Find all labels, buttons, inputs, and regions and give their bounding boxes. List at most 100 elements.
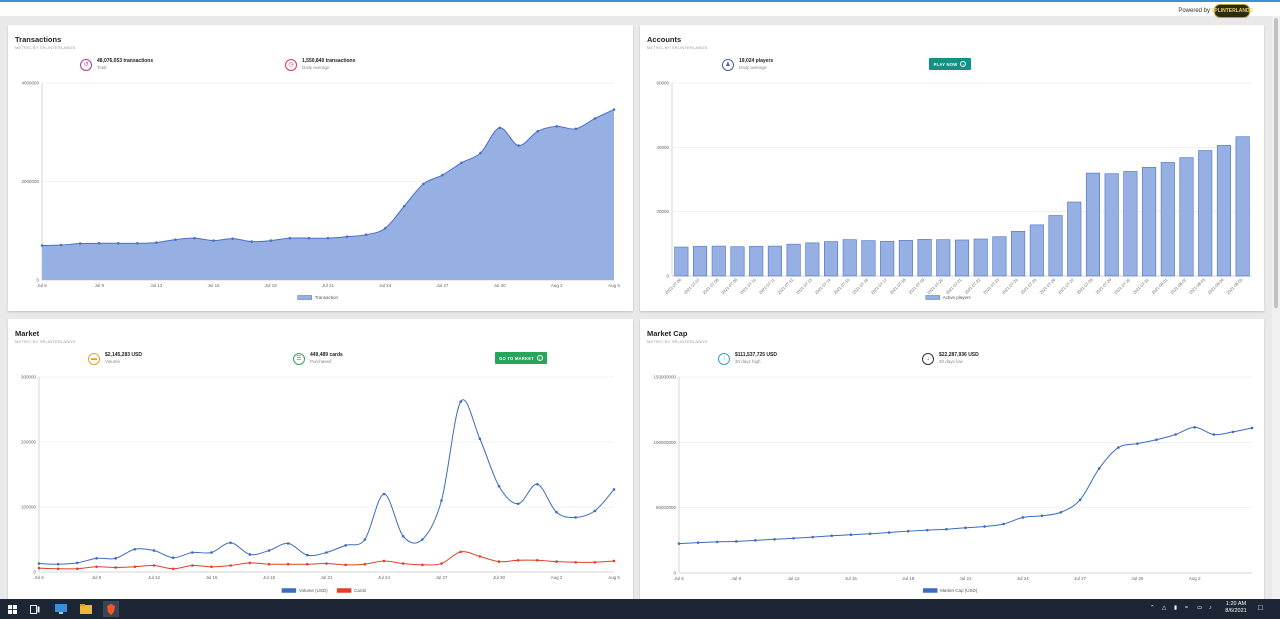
legend-label: Cards	[354, 588, 367, 593]
play-now-button[interactable]: PLAY NOW ›	[929, 58, 971, 70]
marketcap-high-stat: ↑ $111,537,725 USD 30 days high	[718, 352, 777, 365]
data-point	[97, 242, 101, 245]
accounts-card: Accounts METRIC BY SPLINTERLANDS ♟ 19,02…	[640, 25, 1264, 311]
data-point	[402, 204, 406, 208]
legend-label: Transaction	[315, 295, 339, 300]
daily-players-stat: ♟ 19,024 players Daily average	[722, 58, 773, 71]
y-tick-label: 50000000	[656, 505, 677, 510]
x-tick-label: Aug 2	[551, 283, 563, 288]
bar	[767, 245, 782, 277]
notifications-icon[interactable]: □	[1258, 603, 1263, 612]
bar	[917, 239, 932, 277]
x-tick-label: 2021-08-03	[1188, 277, 1207, 296]
x-tick-label: 2021-08-02	[1169, 277, 1188, 296]
stat-value: 19,024 players	[739, 58, 774, 64]
data-point	[1021, 516, 1025, 519]
desktop-app-icon[interactable]	[55, 603, 67, 615]
legend-label: Active players	[943, 295, 972, 300]
data-point	[95, 557, 98, 560]
bar	[730, 246, 745, 277]
bar	[786, 243, 801, 277]
bar	[1198, 150, 1213, 277]
data-point	[210, 565, 213, 569]
transactions-chart[interactable]: 0 2000000 4000000 Jul 6 Jul 9 Jul 12 Jul 15 Jul…	[8, 25, 633, 311]
marketcap-title: Market Cap	[647, 329, 688, 338]
data-point	[155, 241, 158, 244]
task-view-icon[interactable]	[29, 603, 41, 615]
bar	[880, 240, 895, 277]
data-point	[536, 559, 539, 562]
x-tick-label: Jul 9	[94, 283, 104, 288]
data-point	[574, 127, 578, 131]
x-tick-label: Jul 15	[845, 576, 858, 581]
marketcap-chart[interactable]: 0 50000000 100000000 150000000 Jul 6 Jul 9 Jul…	[640, 319, 1264, 599]
x-tick-label: Jul 30	[494, 283, 507, 288]
monitor-icon[interactable]: ▭	[1197, 605, 1203, 611]
market-chart[interactable]: 0 100000 200000 300000 Jul 6 Jul 9 Jul 12 Jul 1…	[8, 319, 633, 599]
clock[interactable]: 1:20 AM 8/6/2021	[1222, 601, 1250, 615]
transactions-title: Transactions	[15, 35, 62, 44]
x-tick-label: Jul 6	[674, 576, 684, 581]
data-point	[1078, 498, 1082, 502]
marketcap-card: Market Cap METRIC BY SPLINTERLANDS ↑ $11…	[640, 319, 1264, 599]
data-point	[344, 544, 347, 547]
data-point	[517, 144, 520, 147]
go-to-market-button[interactable]: GO TO MARKET ›	[495, 352, 547, 364]
scrollbar-thumb[interactable]	[1274, 18, 1278, 308]
data-point	[401, 534, 405, 538]
data-point	[286, 542, 290, 545]
legend-label: Market Cap (USD)	[940, 588, 978, 593]
y-tick-label: 100000	[21, 505, 37, 510]
data-point	[1097, 467, 1101, 470]
windows-start-icon[interactable]	[6, 603, 18, 615]
volume-icon: ▬	[88, 352, 100, 365]
data-point	[1059, 510, 1063, 514]
data-point	[887, 531, 891, 534]
legend-swatch	[281, 588, 297, 593]
data-point	[478, 437, 482, 441]
series-line	[38, 399, 615, 565]
stat-value: $111,537,725 USD	[735, 352, 777, 358]
bar	[842, 239, 857, 277]
x-tick-label: Jul 27	[435, 575, 448, 580]
legend-label: Volume (USD)	[299, 588, 328, 593]
data-point	[459, 400, 462, 403]
bar	[973, 238, 988, 277]
data-point	[849, 533, 853, 537]
data-point	[735, 540, 738, 543]
data-point	[1212, 433, 1216, 436]
stat-value: 48,076,053 transactions	[97, 58, 154, 64]
data-point	[95, 565, 98, 569]
x-tick-label: Jul 27	[1074, 576, 1087, 581]
data-point	[401, 562, 405, 565]
splinterlands-logo[interactable]: SPLINTERLANDS	[1211, 4, 1253, 18]
clock-date: 8/6/2021	[1225, 608, 1247, 614]
brave-browser-icon[interactable]	[103, 601, 119, 617]
battery-icon[interactable]: ▮	[1174, 605, 1178, 611]
x-tick-label: 2021-07-17	[870, 277, 889, 296]
bar	[823, 241, 839, 277]
data-point	[76, 567, 79, 571]
file-explorer-icon[interactable]	[80, 603, 92, 615]
x-tick-label: 2021-07-26	[1038, 277, 1057, 296]
wifi-icon[interactable]: ≈	[1185, 605, 1189, 611]
x-tick-label: Jul 27	[436, 283, 449, 288]
data-point	[1250, 426, 1254, 430]
data-point	[536, 129, 540, 133]
x-tick-label: Jul 6	[34, 575, 44, 580]
network-icon[interactable]: △	[1162, 605, 1167, 611]
x-tick-label: 2021-07-25	[1020, 277, 1039, 296]
data-point	[286, 562, 290, 566]
data-point	[78, 242, 82, 245]
volume-icon[interactable]: ♪	[1209, 605, 1212, 611]
x-tick-label: Aug 2	[551, 575, 563, 580]
x-tick-label: Jul 9	[92, 575, 102, 580]
page-scrollbar[interactable]	[1272, 16, 1280, 599]
tray-chevron-icon[interactable]: ⌃	[1150, 605, 1155, 611]
x-tick-label: Jul 15	[208, 283, 221, 288]
data-point	[555, 125, 559, 128]
bar	[1179, 157, 1194, 277]
data-point	[441, 173, 444, 177]
x-tick-label: Jul 12	[148, 575, 161, 580]
